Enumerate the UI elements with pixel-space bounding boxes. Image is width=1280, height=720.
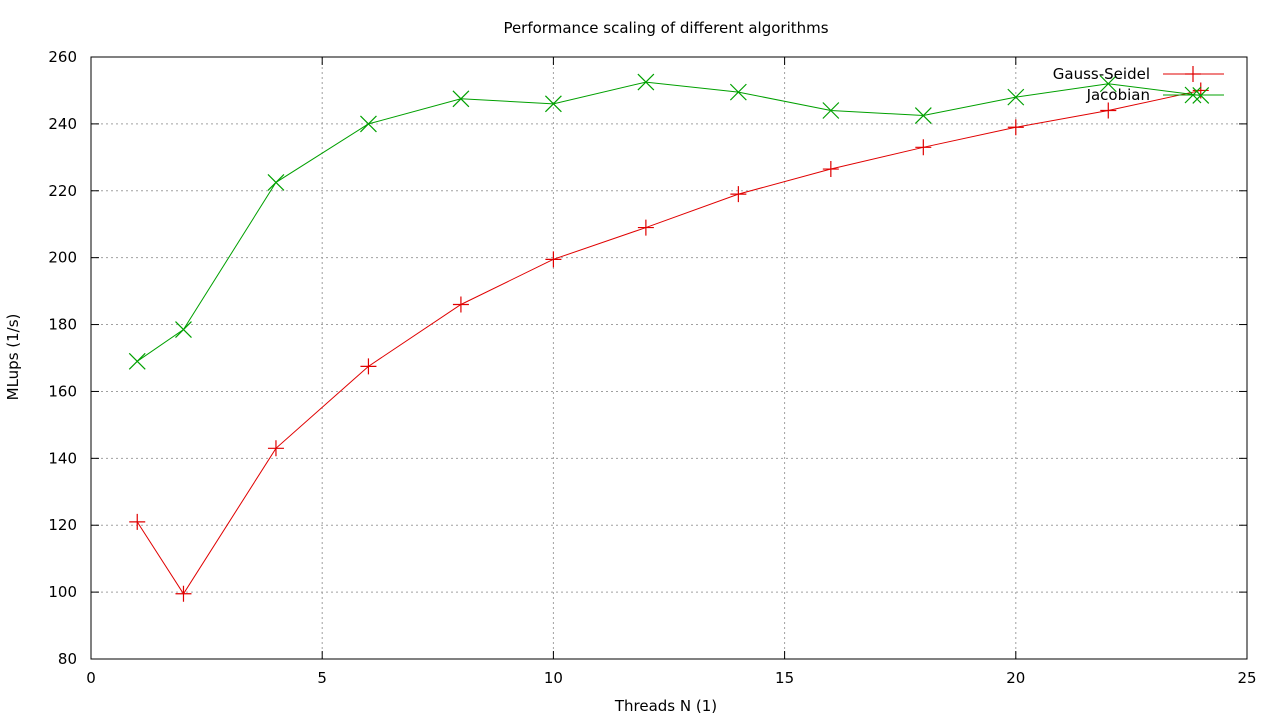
data-point-gauss-seidel	[915, 139, 932, 156]
legend: Gauss-Seidel Jacobian	[1053, 65, 1224, 104]
series-line-gauss-seidel	[136, 89, 1201, 595]
data-point-gauss-seidel	[452, 296, 469, 313]
y-tick-label: 140	[48, 449, 77, 467]
data-point-jacobian	[1099, 75, 1117, 93]
y-tick-label: 100	[48, 583, 77, 601]
legend-label-jacobian: Jacobian	[1086, 86, 1150, 104]
x-tick-label: 25	[1237, 669, 1256, 687]
x-axis-label: Threads N (1)	[614, 697, 717, 715]
data-point-jacobian	[175, 321, 192, 338]
data-point-gauss-seidel	[1007, 119, 1024, 136]
chart-title: Performance scaling of different algorit…	[503, 19, 828, 37]
data-point-jacobian	[544, 95, 562, 113]
y-tick-label: 120	[48, 516, 77, 534]
x-tick-label: 0	[86, 669, 96, 687]
data-point-jacobian	[1007, 88, 1025, 106]
y-tick-label: 80	[58, 650, 77, 668]
data-point-gauss-seidel	[822, 161, 839, 178]
data-point-gauss-seidel	[175, 585, 192, 602]
data-point-gauss-seidel	[267, 440, 284, 457]
data-point-gauss-seidel	[637, 219, 654, 236]
data-point-gauss-seidel	[1100, 102, 1117, 119]
data-point-jacobian	[822, 102, 840, 119]
data-point-jacobian	[128, 352, 146, 370]
axes: 0 5 10 15 20 25 80 100 120 140 160 180 200 220 240 260	[48, 48, 1256, 687]
grid	[91, 57, 1247, 659]
y-tick-label: 260	[48, 48, 77, 66]
data-point-gauss-seidel	[730, 186, 747, 203]
data-point-gauss-seidel	[129, 513, 146, 530]
x-tick-label: 15	[775, 669, 794, 687]
x-tick-label: 5	[317, 669, 327, 687]
plot-border	[90, 56, 1248, 660]
y-tick-label: 220	[48, 182, 77, 200]
legend-marker-jacobian	[1184, 86, 1202, 104]
data-point-jacobian	[914, 107, 932, 124]
series-jacobian	[128, 73, 1210, 370]
x-tick-label: 10	[544, 669, 563, 687]
data-point-jacobian	[452, 90, 470, 108]
data-point-gauss-seidel	[360, 358, 377, 375]
y-tick-label: 160	[48, 382, 77, 400]
legend-marker-gauss-seidel	[1185, 66, 1201, 82]
legend-label-gauss-seidel: Gauss-Seidel	[1053, 65, 1150, 83]
data-point-jacobian	[360, 115, 377, 133]
y-tick-label: 200	[48, 249, 77, 267]
data-point-jacobian	[267, 173, 285, 191]
data-point-jacobian	[637, 73, 655, 91]
data-point-gauss-seidel	[545, 251, 562, 268]
y-axis-label: MLups (1/s)	[4, 314, 22, 401]
plot-series	[128, 73, 1210, 602]
data-point-jacobian	[729, 83, 747, 101]
x-tick-label: 20	[1006, 669, 1025, 687]
y-tick-label: 180	[48, 316, 77, 334]
y-tick-label: 240	[48, 115, 77, 133]
series-gauss-seidel	[129, 82, 1209, 602]
